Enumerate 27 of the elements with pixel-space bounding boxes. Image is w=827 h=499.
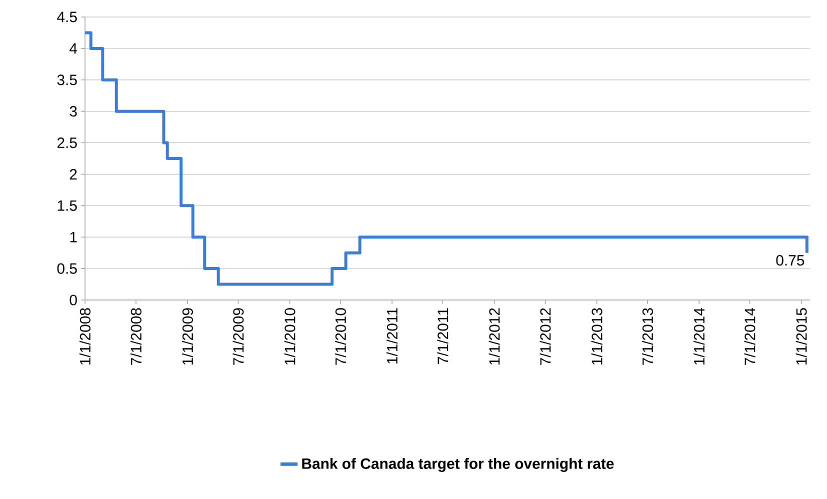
y-tick-label: 1	[70, 232, 77, 242]
y-tick-label: 0.5	[57, 263, 77, 274]
x-tick-label: 1/1/2011	[386, 308, 398, 364]
x-tick-label: 1/1/2012	[488, 308, 500, 365]
x-tick-label: 1/1/2013	[591, 308, 602, 365]
x-tick-label: 7/1/2011	[437, 308, 448, 364]
x-tick-label: 1/1/2014	[694, 308, 705, 365]
annotation: 0.75	[776, 255, 804, 266]
y-tick-label: 3.5	[57, 74, 77, 86]
y-tick-label: 4.5	[57, 12, 77, 22]
x-tick-label: 7/1/2013	[642, 308, 654, 365]
y-tick-label: 1.5	[58, 200, 77, 211]
x-tick-label: 7/1/2009	[232, 308, 244, 365]
legend-label: Bank of Canada target for the overnight rate	[302, 458, 614, 472]
x-tick-label: 1/1/2009	[182, 308, 194, 365]
x-tick-label: 7/1/2012	[540, 308, 551, 365]
x-tick-label: 7/1/2014	[744, 308, 756, 365]
x-tick-label: 1/1/2010	[284, 308, 296, 365]
x-tick-label: 7/1/2008	[130, 308, 142, 365]
x-tick-label: 1/1/2008	[80, 308, 90, 365]
y-tick-label: 3	[70, 106, 77, 117]
y-tick-label: 2.5	[57, 137, 77, 148]
y-tick-label: 2	[70, 169, 77, 180]
y-tick-label: 0	[70, 294, 77, 306]
x-tick-label: 1/1/2015	[796, 308, 807, 365]
y-tick-label: 4	[70, 43, 78, 54]
x-tick-label: 7/1/2010	[335, 308, 346, 365]
